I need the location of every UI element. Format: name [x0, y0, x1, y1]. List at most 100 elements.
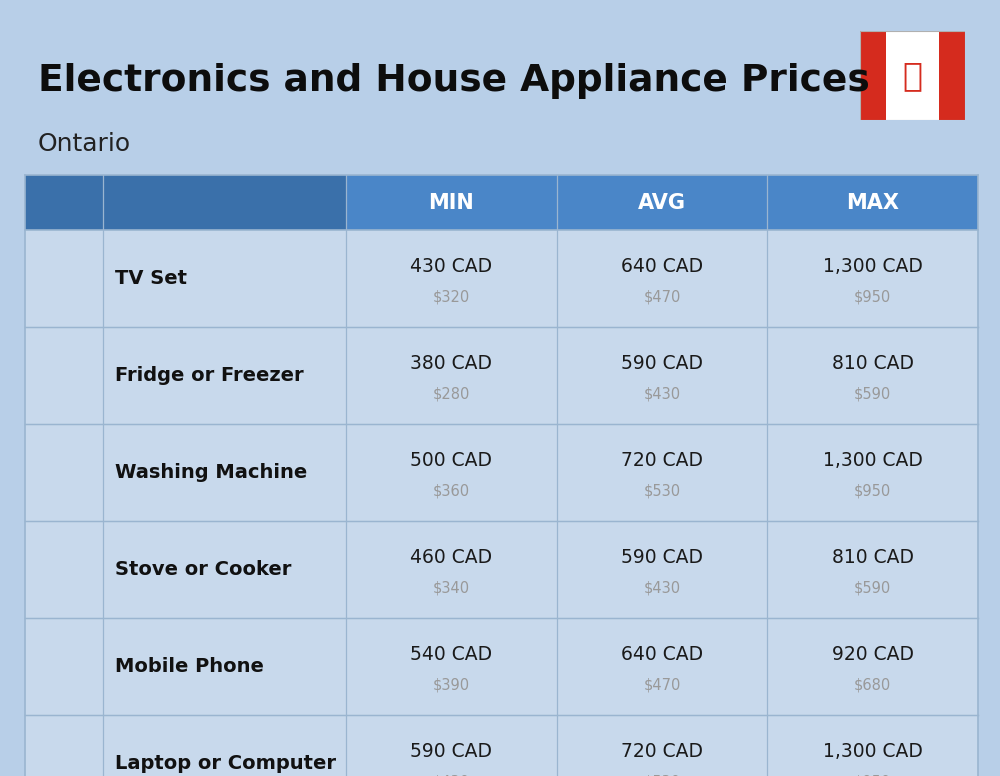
- Text: $950: $950: [854, 484, 891, 499]
- Bar: [57, 755, 72, 761]
- Text: $360: $360: [433, 484, 470, 499]
- Circle shape: [77, 556, 83, 560]
- Bar: [38, 451, 90, 459]
- Bar: [50, 652, 56, 656]
- Bar: [45, 371, 80, 397]
- Bar: [886, 31, 939, 120]
- Text: 640 CAD: 640 CAD: [621, 645, 703, 663]
- Text: 🍁: 🍁: [902, 59, 922, 92]
- Text: 500 CAD: 500 CAD: [410, 451, 492, 469]
- Bar: [50, 667, 56, 670]
- Bar: [47, 397, 52, 399]
- Bar: [58, 652, 63, 656]
- Text: ((·)): ((·)): [72, 265, 87, 274]
- Polygon shape: [55, 575, 73, 587]
- FancyBboxPatch shape: [35, 773, 93, 776]
- Bar: [65, 667, 71, 670]
- Text: Laptop or Computer: Laptop or Computer: [115, 754, 336, 774]
- Circle shape: [77, 567, 83, 573]
- Circle shape: [43, 553, 54, 563]
- Bar: [55, 269, 64, 282]
- Text: $530: $530: [644, 775, 681, 776]
- Bar: [73, 667, 78, 670]
- Bar: [42, 762, 86, 771]
- Circle shape: [62, 684, 66, 688]
- FancyBboxPatch shape: [48, 650, 80, 684]
- Bar: [75, 379, 80, 388]
- Bar: [72, 755, 86, 761]
- FancyBboxPatch shape: [36, 449, 92, 494]
- Text: $590: $590: [854, 387, 891, 402]
- Bar: [73, 652, 78, 656]
- Text: 540 CAD: 540 CAD: [410, 645, 493, 663]
- Text: $430: $430: [644, 581, 681, 596]
- Ellipse shape: [58, 478, 70, 483]
- Circle shape: [74, 566, 85, 574]
- Bar: [75, 359, 80, 365]
- Text: $320: $320: [433, 290, 470, 305]
- Polygon shape: [62, 577, 67, 585]
- Text: Electronics and House Appliance Prices: Electronics and House Appliance Prices: [38, 64, 870, 99]
- Text: MAX: MAX: [846, 192, 899, 213]
- Text: 810 CAD: 810 CAD: [832, 354, 914, 372]
- Bar: [42, 745, 86, 771]
- Text: 640 CAD: 640 CAD: [621, 257, 703, 275]
- Bar: [55, 296, 73, 300]
- Bar: [49, 300, 80, 302]
- FancyBboxPatch shape: [41, 353, 87, 399]
- Bar: [42, 492, 49, 494]
- Bar: [42, 755, 57, 761]
- Bar: [40, 269, 53, 282]
- Text: 810 CAD: 810 CAD: [832, 548, 914, 566]
- Text: 1,300 CAD: 1,300 CAD: [823, 257, 923, 275]
- Text: $470: $470: [643, 290, 681, 305]
- Text: $390: $390: [433, 678, 470, 693]
- Text: 1,300 CAD: 1,300 CAD: [823, 742, 923, 760]
- Bar: [65, 275, 75, 282]
- Text: $430: $430: [644, 387, 681, 402]
- Bar: [42, 745, 86, 754]
- Bar: [860, 31, 886, 120]
- Text: 460 CAD: 460 CAD: [410, 548, 493, 566]
- Bar: [42, 355, 86, 369]
- Text: 720 CAD: 720 CAD: [621, 742, 703, 760]
- Text: TV Set: TV Set: [115, 269, 187, 289]
- Bar: [58, 667, 63, 670]
- Bar: [65, 652, 71, 656]
- Text: Ontario: Ontario: [38, 132, 131, 155]
- Bar: [73, 660, 78, 663]
- Bar: [939, 31, 965, 120]
- Circle shape: [45, 567, 52, 573]
- FancyBboxPatch shape: [35, 547, 93, 593]
- Bar: [50, 660, 56, 663]
- Text: 590 CAD: 590 CAD: [621, 354, 703, 372]
- Bar: [58, 648, 70, 650]
- Text: $590: $590: [854, 581, 891, 596]
- Text: $950: $950: [854, 775, 891, 776]
- Text: $530: $530: [644, 484, 681, 499]
- Circle shape: [49, 465, 80, 489]
- Circle shape: [57, 471, 72, 483]
- Text: 920 CAD: 920 CAD: [832, 645, 914, 663]
- Text: 380 CAD: 380 CAD: [410, 354, 492, 372]
- Text: $950: $950: [854, 290, 891, 305]
- Text: $340: $340: [433, 581, 470, 596]
- Bar: [39, 267, 89, 293]
- Text: $680: $680: [854, 678, 891, 693]
- Bar: [36, 265, 92, 296]
- Text: 590 CAD: 590 CAD: [410, 742, 492, 760]
- Text: 430 CAD: 430 CAD: [410, 257, 493, 275]
- Text: Stove or Cooker: Stove or Cooker: [115, 560, 292, 580]
- Circle shape: [45, 556, 52, 560]
- FancyBboxPatch shape: [38, 741, 90, 774]
- FancyBboxPatch shape: [51, 583, 77, 589]
- Text: 590 CAD: 590 CAD: [621, 548, 703, 566]
- Circle shape: [46, 453, 51, 457]
- Text: Washing Machine: Washing Machine: [115, 463, 307, 483]
- Circle shape: [43, 566, 54, 574]
- Text: 1,300 CAD: 1,300 CAD: [823, 451, 923, 469]
- Text: 720 CAD: 720 CAD: [621, 451, 703, 469]
- Text: $470: $470: [643, 678, 681, 693]
- FancyBboxPatch shape: [43, 643, 85, 691]
- Circle shape: [52, 453, 56, 457]
